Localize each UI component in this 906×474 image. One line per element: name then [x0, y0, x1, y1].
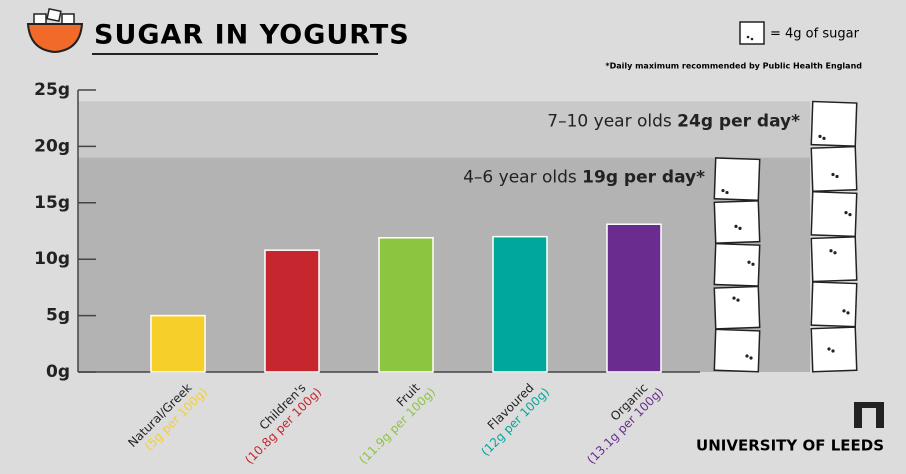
legend-label: = 4g of sugar	[770, 27, 860, 42]
sugar-cube	[810, 190, 858, 238]
cube-dot	[831, 172, 835, 177]
threshold-label: 19g per day*	[582, 168, 705, 188]
sugar-cube	[713, 157, 761, 202]
y-tick-label: 10g	[34, 249, 70, 269]
cube-dot	[725, 190, 729, 195]
cube-dot	[747, 260, 751, 264]
brand: UNIVERSITY OF LEEDS	[696, 402, 884, 455]
cube-stack	[810, 100, 858, 373]
cube-dot	[831, 349, 835, 353]
cube-dot	[818, 134, 822, 138]
plot: 7–10 year olds 24g per day* 4–6 year olds…	[34, 80, 858, 467]
threshold-group: 4–6 year olds	[463, 168, 577, 188]
title: SUGAR IN YOGURTS	[94, 20, 410, 51]
bar	[150, 314, 206, 373]
cube-dot	[835, 174, 839, 179]
bar	[492, 235, 548, 373]
cube-dot	[827, 347, 831, 351]
y-tick-label: 20g	[34, 136, 70, 156]
cube-dot	[848, 213, 852, 217]
cube-dot	[738, 226, 742, 231]
y-tick-label: 25g	[34, 80, 70, 100]
y-tick-label: 0g	[46, 362, 70, 382]
sugar-cube	[810, 236, 858, 283]
cube-dot	[749, 356, 753, 360]
sugar-cube	[713, 242, 761, 287]
threshold-text: 4–6 year olds 19g per day*	[463, 168, 705, 188]
y-tick-label: 15g	[34, 193, 70, 213]
sugar-cube	[810, 281, 858, 328]
cube-dot	[751, 262, 755, 266]
bowl-icon	[26, 7, 84, 54]
bar	[378, 237, 434, 373]
cube-dot	[721, 188, 725, 193]
sugar-cube	[713, 285, 761, 330]
cube-dot	[846, 311, 850, 315]
cube-stack	[713, 157, 761, 373]
sugar-cube	[713, 200, 761, 244]
cube-dot	[736, 298, 740, 302]
bar	[606, 223, 662, 373]
threshold-label: 24g per day*	[677, 111, 800, 131]
threshold-text: 7–10 year olds 24g per day*	[547, 111, 800, 131]
cube-dot	[732, 296, 736, 300]
cube-dot	[829, 249, 833, 253]
cube-dot	[842, 309, 846, 313]
sugar-cube	[713, 328, 761, 373]
brand-name: UNIVERSITY OF LEEDS	[696, 437, 884, 455]
threshold-group: 7–10 year olds	[547, 111, 672, 131]
cube-dot	[734, 224, 738, 229]
cube-dot	[844, 211, 848, 215]
cube-dot	[745, 354, 749, 358]
bar	[264, 249, 320, 373]
sugar-cube	[810, 326, 858, 373]
cube-dot	[822, 136, 826, 140]
legend: = 4g of sugar	[739, 21, 860, 45]
sugar-cube	[810, 100, 858, 147]
cube-dot	[833, 251, 837, 255]
sugar-cube	[810, 145, 858, 193]
y-tick-label: 5g	[46, 306, 70, 326]
footnote: *Daily maximum recommended by Public Hea…	[605, 62, 862, 71]
